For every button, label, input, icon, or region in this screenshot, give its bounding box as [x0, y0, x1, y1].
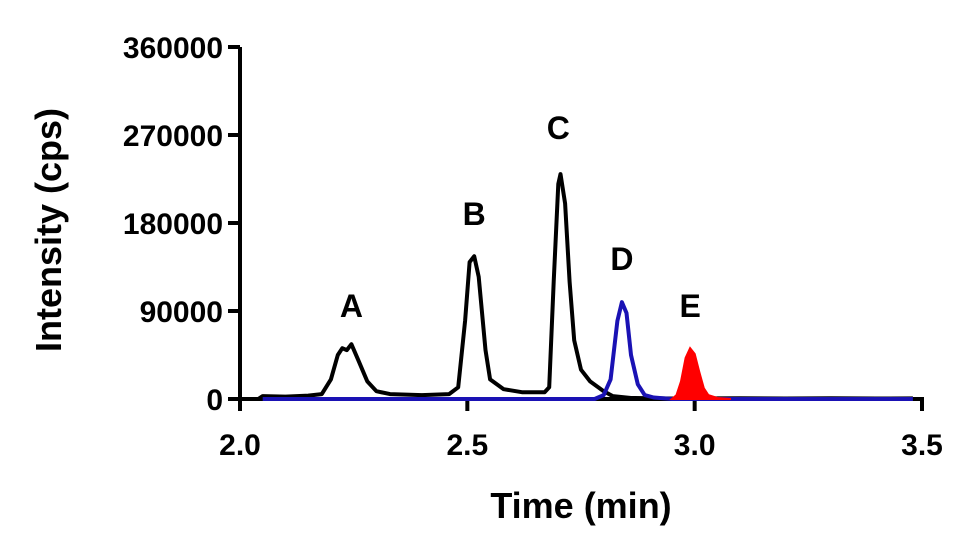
y-axis-title: Intensity (cps) — [28, 108, 69, 352]
x-tick-label: 3.0 — [674, 429, 716, 462]
y-tick-label: 180000 — [123, 208, 223, 241]
x-axis-title: Time (min) — [490, 485, 671, 526]
x-tick-label: 2.0 — [219, 429, 261, 462]
black-trace-line — [257, 172, 913, 401]
x-tick-label: 3.5 — [901, 429, 943, 462]
peak-label-a: A — [340, 288, 363, 324]
peak-label-d: D — [610, 241, 633, 277]
y-tick-label: 270000 — [123, 120, 223, 153]
y-tick-label: 90000 — [140, 296, 223, 329]
peak-label-c: C — [547, 110, 570, 146]
blue-trace-line — [262, 300, 913, 401]
peak-label-b: B — [463, 196, 486, 232]
annotation-layer: A B C D E — [340, 110, 701, 324]
red-trace-area — [669, 346, 732, 400]
y-tick-label: 360000 — [123, 32, 223, 65]
series-layer — [257, 172, 913, 401]
x-tick-label: 2.5 — [446, 429, 488, 462]
y-tick-label: 0 — [206, 384, 223, 417]
peak-label-e: E — [679, 288, 700, 324]
